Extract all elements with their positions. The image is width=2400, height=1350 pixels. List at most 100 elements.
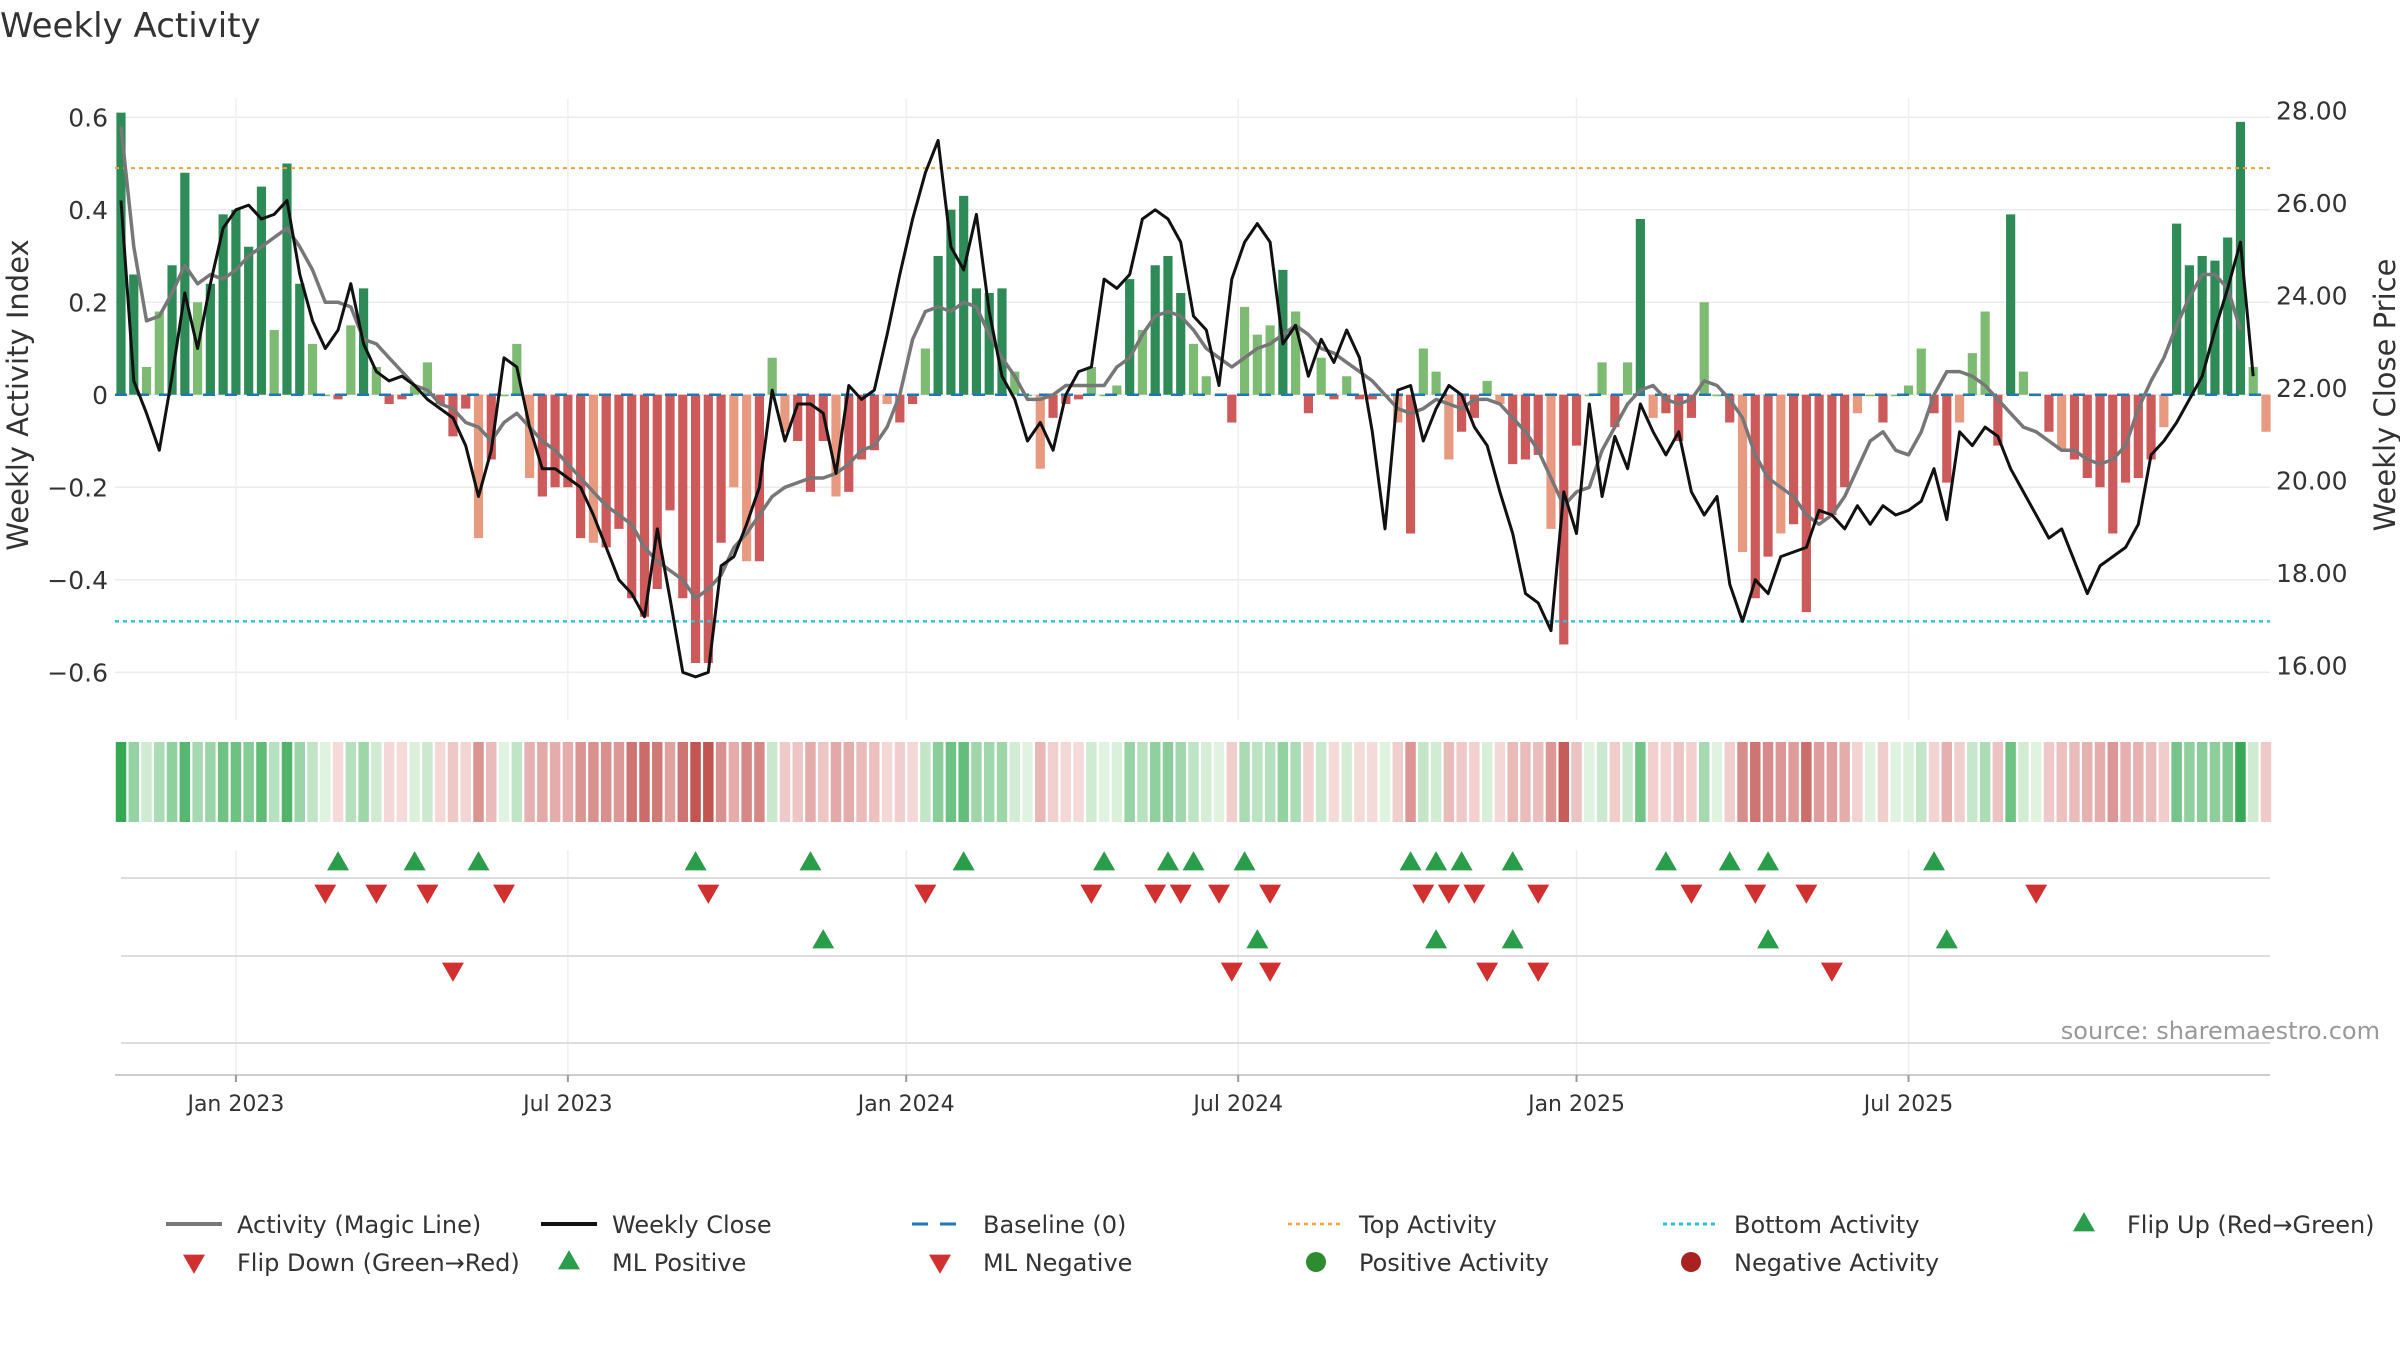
activity-bar [1852,394,1863,414]
heat-cell [1047,742,1059,822]
heat-cell [805,742,816,822]
activity-bar [1648,394,1658,418]
flip-up-marker [403,851,426,871]
ml-negative-marker [1476,962,1499,982]
right-tick-label: 28.00 [2276,97,2348,126]
legend-item: Activity (Magic Line) [166,1211,481,1239]
legend-label: Positive Activity [1359,1249,1549,1277]
activity-bar [550,394,560,488]
legend-swatch [558,1250,580,1270]
heat-cell [498,742,510,822]
heat-cell [537,742,548,822]
ml-positive-marker [1757,929,1780,949]
right-tick-label: 24.00 [2276,282,2348,311]
flip-signal-row [121,851,2270,904]
heat-cell [1379,742,1391,822]
heat-cell [613,742,625,822]
activity-bar [1086,367,1096,395]
activity-bar [1891,394,1901,397]
activity-bar [2172,223,2182,395]
heat-cell [549,742,561,822]
heat-cell [996,742,1008,822]
activity-bar [1916,348,1926,395]
legend-item: Top Activity [1288,1211,1497,1239]
x-tick-label: Jul 2025 [1862,1092,1954,1117]
activity-bar [1929,394,1939,414]
activity-bar [1712,394,1722,397]
activity-bar [2223,237,2233,395]
heat-cell [1967,742,1978,822]
heat-cell [1328,742,1340,822]
activity-bar [1265,325,1275,395]
legend-label: Top Activity [1358,1211,1497,1239]
flip-up-marker [1399,851,1422,871]
left-tick-label: −0.6 [47,658,108,687]
heat-cell [932,742,944,822]
activity-bar [1431,371,1441,395]
heat-cell [728,742,740,822]
activity-bar [1942,394,1952,483]
heat-cell [920,742,931,822]
heat-cell [664,742,676,822]
source-credit: source: sharemaestro.com [2061,1017,2380,1045]
activity-bar [1188,343,1199,395]
activity-bar [780,394,790,432]
heat-cell [1660,742,1672,822]
activity-bar [1303,394,1314,414]
flip-down-marker [1680,884,1703,904]
activity-bar [2159,394,2169,428]
activity-bar [1623,362,1633,395]
heat-cell [217,742,229,822]
heat-cell [1213,742,1225,822]
activity-bar [435,394,445,404]
heat-cell [1864,742,1876,822]
heat-cell [128,742,140,822]
activity-bar [1827,394,1837,515]
activity-bar [1814,394,1824,520]
activity-bar [320,394,330,397]
heat-cell [141,742,152,822]
flip-down-marker [914,884,937,904]
heat-cell [1354,742,1365,822]
activity-bar [1750,394,1760,599]
x-axis: Jan 2023 Jul 2023 Jan 2024 Jul 2024 Jan 2025… [115,1074,2270,1117]
heat-cell [766,742,778,822]
activity-bar [116,112,126,395]
heat-cell [2196,742,2208,822]
activity-bar [933,256,943,395]
heat-cell [2171,742,2182,822]
activity-bar [844,394,854,492]
activity-bar [384,394,394,404]
activity-bar [1010,371,1020,395]
heat-cell [1635,742,1646,822]
activity-bar [1903,385,1914,395]
heat-cell [1698,742,1710,822]
legend-swatch [929,1254,951,1274]
flip-down-marker [1259,884,1282,904]
activity-bar [2069,394,2080,460]
heat-cell [2158,742,2170,822]
heat-cell [1086,742,1097,822]
heat-cell [1201,742,1212,822]
ml-positive-marker [1935,929,1958,949]
heat-cell [2082,742,2093,822]
heat-cell [1979,742,1991,822]
heat-cell [1392,742,1404,822]
activity-bar [1342,376,1352,395]
heat-cell [1035,742,1046,822]
heat-cell [1609,742,1621,822]
heat-cell [690,742,701,822]
heat-cell [1481,742,1493,822]
heat-cell [1941,742,1953,822]
activity-bar [1329,394,1339,400]
activity-bar [882,394,892,404]
heat-cell [1992,742,2004,822]
activity-bar [869,394,879,451]
activity-bar [1661,394,1671,414]
heat-cell [434,742,446,822]
heat-cell [856,742,867,822]
heat-cell [1124,742,1135,822]
activity-bar [269,330,279,395]
activity-bar [1137,330,1148,395]
legend-item: Baseline (0) [912,1211,1126,1239]
